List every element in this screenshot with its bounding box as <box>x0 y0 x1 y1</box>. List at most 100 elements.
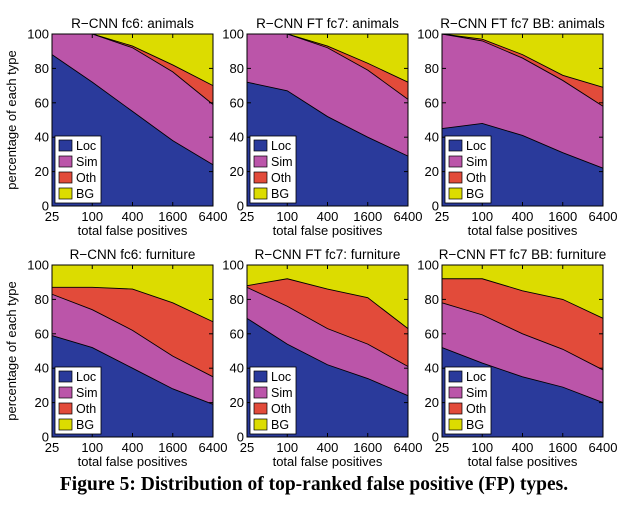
y-tick-label: 100 <box>27 27 49 42</box>
y-tick-label: 60 <box>425 326 439 341</box>
chart-title: R−CNN FT fc7 BB: animals <box>440 16 605 31</box>
boundary-line-oth <box>442 278 604 319</box>
legend-label-loc: Loc <box>271 370 291 384</box>
legend-swatch-bg <box>253 418 268 431</box>
area-sim <box>442 302 603 403</box>
legend-label-oth: Oth <box>76 171 96 185</box>
x-tick-label: 1600 <box>548 209 577 224</box>
y-tick-label: 100 <box>417 27 439 42</box>
x-tick-label: 100 <box>81 440 103 455</box>
boundary-line-loc <box>441 122 604 169</box>
x-tick-label: 1600 <box>353 440 382 455</box>
x-axis-label: total false positives <box>273 223 383 238</box>
chart-title: R−CNN FT fc7: animals <box>256 16 399 31</box>
legend-swatch-loc <box>58 139 73 152</box>
legend-label-bg: BG <box>271 187 289 201</box>
x-tick-label: 400 <box>122 440 144 455</box>
x-tick-label: 400 <box>317 209 339 224</box>
legend-label-bg: BG <box>76 187 94 201</box>
legend-label-loc: Loc <box>271 139 291 153</box>
x-tick-label: 400 <box>512 440 534 455</box>
x-tick-label: 6400 <box>589 440 618 455</box>
boundary-line-sim <box>51 293 214 378</box>
boundary-line-loc <box>51 54 214 166</box>
x-tick-label: 400 <box>317 440 339 455</box>
x-axis-label: total false positives <box>468 454 578 469</box>
legend-swatch-loc <box>253 370 268 383</box>
legend-label-sim: Sim <box>76 155 98 169</box>
y-tick-label: 80 <box>230 61 244 76</box>
legend-swatch-bg <box>448 418 463 431</box>
legend-swatch-oth <box>448 171 463 184</box>
y-tick-label: 60 <box>425 95 439 110</box>
x-tick-label: 25 <box>45 440 59 455</box>
y-tick-label: 80 <box>230 292 244 307</box>
legend-swatch-loc <box>58 370 73 383</box>
boundary-line-loc <box>51 335 214 405</box>
boundary-line-oth <box>246 278 409 329</box>
boundary-line-oth <box>52 286 214 323</box>
y-tick-label: 40 <box>35 130 49 145</box>
legend: Loc Sim Oth BG <box>444 366 492 435</box>
y-tick-label: 0 <box>432 199 439 214</box>
y-tick-label: 20 <box>425 395 439 410</box>
legend-swatch-oth <box>58 171 73 184</box>
legend-label-sim: Sim <box>466 155 488 169</box>
chart-panel-4: 0 20 40 60 80 100 25 100 400 1600 6400 R−CNN fc6: f… <box>4 247 227 469</box>
y-tick-label: 0 <box>42 199 49 214</box>
legend-swatch-bg <box>253 187 268 200</box>
y-tick-label: 20 <box>230 164 244 179</box>
area-sim <box>52 294 213 405</box>
area-oth <box>442 278 603 370</box>
chart-panel-6: 0 20 40 60 80 100 25 100 400 1600 6400 R−CNN FT fc7… <box>417 247 617 469</box>
legend-label-bg: BG <box>271 418 289 432</box>
y-tick-label: 0 <box>237 430 244 445</box>
y-tick-label: 60 <box>35 95 49 110</box>
chart-panel-2: 0 20 40 60 80 100 25 100 400 1600 6400 R−CNN FT fc7… <box>222 16 422 238</box>
area-bg <box>247 34 408 83</box>
chart-title: R−CNN FT fc7 BB: furniture <box>439 247 606 262</box>
y-tick-label: 100 <box>222 258 244 273</box>
legend: Loc Sim Oth BG <box>249 366 297 435</box>
legend-swatch-sim <box>448 155 463 168</box>
x-tick-label: 100 <box>81 209 103 224</box>
legend-swatch-bg <box>58 187 73 200</box>
x-tick-label: 25 <box>435 209 449 224</box>
figure-caption: Figure 5: Distribution of top-ranked fal… <box>59 474 569 495</box>
chart-title: R−CNN fc6: animals <box>71 16 194 31</box>
legend-swatch-loc <box>253 139 268 152</box>
y-tick-label: 100 <box>222 27 244 42</box>
x-tick-label: 1600 <box>158 209 187 224</box>
y-tick-label: 0 <box>42 430 49 445</box>
x-axis-label: total false positives <box>78 223 188 238</box>
area-bg <box>442 34 603 88</box>
legend-swatch-loc <box>448 370 463 383</box>
x-tick-label: 6400 <box>394 209 423 224</box>
y-tick-label: 80 <box>425 292 439 307</box>
boundary-line-sim <box>441 302 604 371</box>
area-sim <box>247 34 408 157</box>
y-tick-label: 20 <box>35 395 49 410</box>
legend: Loc Sim Oth BG <box>54 366 102 435</box>
boundary-line-loc <box>246 317 409 397</box>
legend-swatch-oth <box>253 171 268 184</box>
legend-label-sim: Sim <box>466 386 488 400</box>
y-tick-label: 80 <box>35 292 49 307</box>
x-tick-label: 100 <box>471 440 493 455</box>
x-tick-label: 25 <box>45 209 59 224</box>
boundary-line-sim <box>246 286 409 367</box>
legend-label-oth: Oth <box>271 402 291 416</box>
x-tick-label: 6400 <box>589 209 618 224</box>
y-tick-label: 100 <box>27 258 49 273</box>
x-tick-label: 25 <box>240 440 254 455</box>
x-tick-label: 100 <box>276 440 298 455</box>
chart-panel-3: 0 20 40 60 80 100 25 100 400 1600 6400 R−CNN FT fc7… <box>417 16 617 238</box>
boundary-line-sim <box>441 33 604 107</box>
figure-panels: 0 20 40 60 80 100 25 100 400 1600 6400 R−CNN fc6: a… <box>4 16 617 469</box>
legend-label-oth: Oth <box>76 402 96 416</box>
legend-swatch-oth <box>448 402 463 415</box>
y-axis-label: percentage of each type <box>4 281 19 421</box>
x-axis-label: total false positives <box>273 454 383 469</box>
boundary-line-oth <box>441 33 604 88</box>
area-bg <box>52 265 213 322</box>
